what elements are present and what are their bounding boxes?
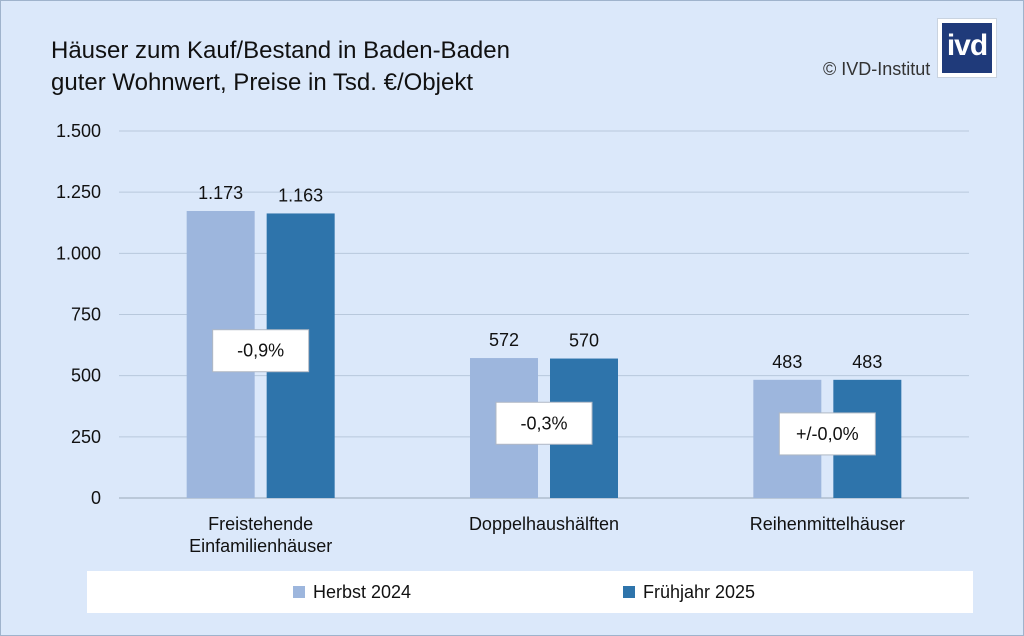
data-label: 570 — [569, 331, 599, 351]
legend-swatch-herbst-2024 — [293, 586, 305, 598]
y-tick-label: 1.000 — [56, 243, 101, 263]
change-labels: -0,9% -0,3% +/-0,0% — [212, 329, 876, 456]
x-tick-label: Freistehende — [208, 514, 313, 534]
title-line-2: guter Wohnwert, Preise in Tsd. €/Objekt — [51, 69, 473, 96]
legend-label-herbst-2024: Herbst 2024 — [313, 581, 412, 602]
change-label-box — [778, 412, 876, 456]
change-label: -0,3% — [495, 401, 593, 445]
x-tick-label: Einfamilienhäuser — [189, 536, 332, 556]
y-tick-label: 500 — [71, 366, 101, 386]
chart-title: Häuser zum Kauf/Bestand in Baden-Baden g… — [51, 35, 510, 99]
legend: Herbst 2024 Frühjahr 2025 — [87, 571, 973, 613]
copyright-text: © IVD-Institut — [823, 59, 931, 79]
change-label: -0,9% — [212, 329, 310, 373]
data-label: 1.163 — [278, 185, 323, 205]
data-labels: 1.173 1.163 572 570 483 483 — [198, 183, 882, 372]
y-axis: 0 250 500 750 1.000 1.250 1.500 — [56, 121, 101, 508]
y-tick-label: 1.250 — [56, 182, 101, 202]
change-label: +/-0,0% — [778, 412, 876, 456]
data-label: 1.173 — [198, 183, 243, 203]
ivd-logo-icon: ivd — [942, 23, 992, 73]
y-tick-label: 0 — [91, 488, 101, 508]
data-label: 483 — [772, 352, 802, 372]
x-tick-label: Reihenmittelhäuser — [750, 514, 905, 534]
data-label: 483 — [852, 352, 882, 372]
change-label-text: -0,3% — [520, 413, 567, 433]
change-label-text: +/-0,0% — [796, 424, 859, 444]
y-tick-label: 750 — [71, 305, 101, 325]
legend-item-herbst-2024: Herbst 2024 — [293, 571, 411, 613]
x-tick-label: Doppelhaushälften — [469, 514, 619, 534]
legend-swatch-fruehjahr-2025 — [623, 586, 635, 598]
gridlines — [119, 130, 969, 499]
title-line-1: Häuser zum Kauf/Bestand in Baden-Baden — [51, 37, 510, 64]
change-label-box — [495, 401, 593, 445]
ivd-logo: ivd — [937, 18, 997, 78]
y-tick-label: 250 — [71, 427, 101, 447]
change-label-text: -0,9% — [237, 341, 284, 361]
y-tick-label: 1.500 — [56, 121, 101, 141]
change-label-box — [212, 329, 310, 373]
legend-label-fruehjahr-2025: Frühjahr 2025 — [643, 581, 756, 602]
data-label: 572 — [489, 330, 519, 350]
legend-item-fruehjahr-2025: Frühjahr 2025 — [623, 571, 755, 613]
